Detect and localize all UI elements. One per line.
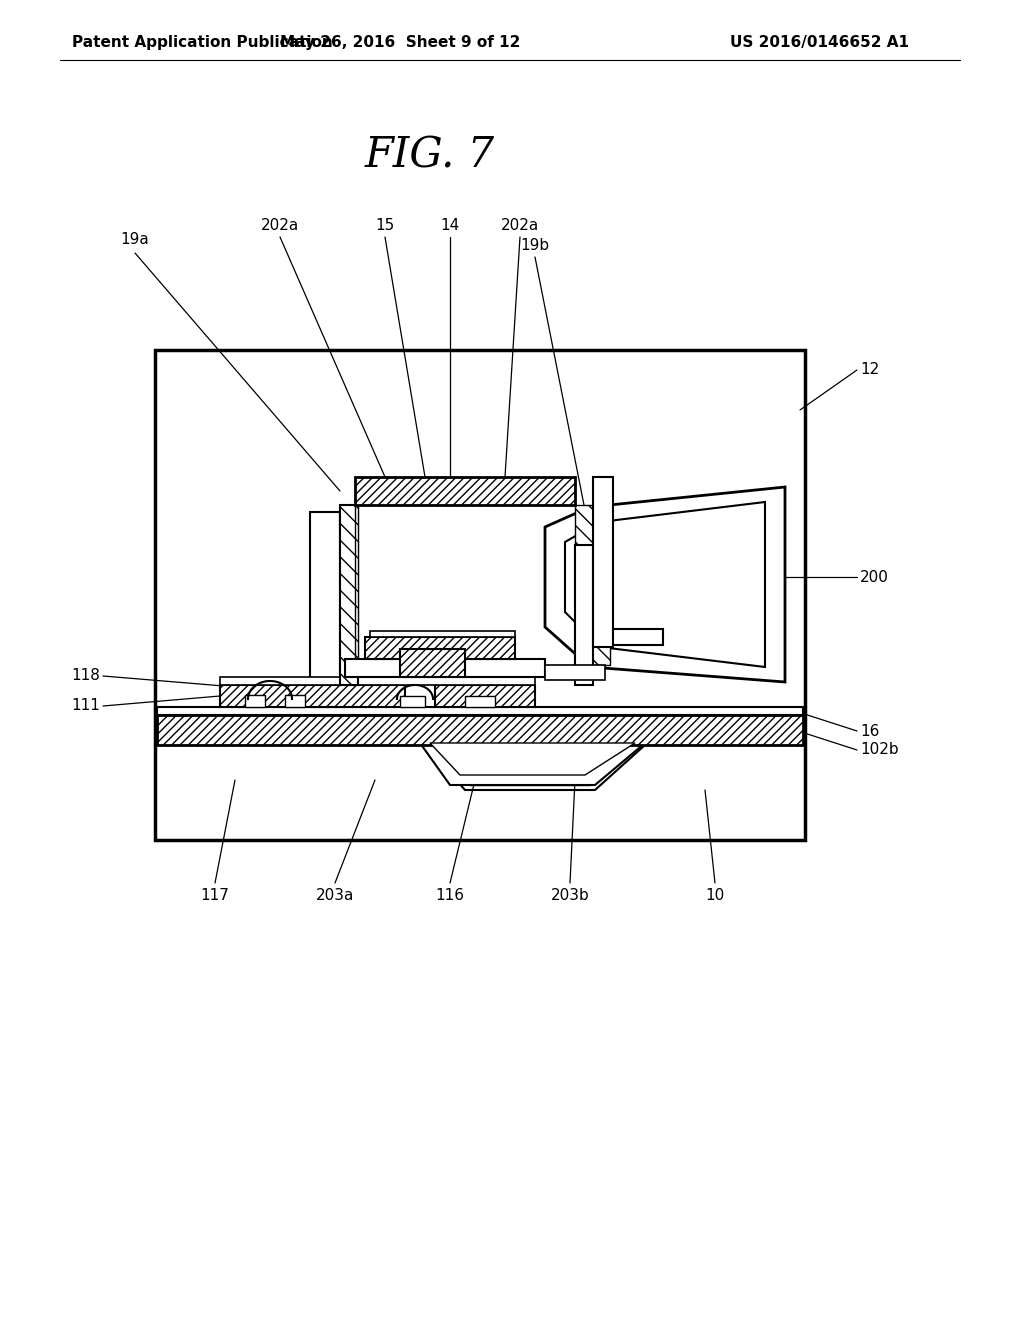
Text: 102b: 102b [860,742,899,758]
Bar [285,696,305,708]
Bar [593,477,613,647]
Bar [220,685,406,708]
Bar [345,659,545,677]
Text: 203b: 203b [551,887,590,903]
Bar [340,506,358,685]
Bar [400,696,425,708]
Text: US 2016/0146652 A1: US 2016/0146652 A1 [730,36,909,50]
Text: 111: 111 [71,698,100,714]
Bar [400,649,465,677]
Text: 10: 10 [706,887,725,903]
Text: 16: 16 [860,723,880,738]
Text: 19b: 19b [520,238,550,252]
Text: May 26, 2016  Sheet 9 of 12: May 26, 2016 Sheet 9 of 12 [280,36,520,50]
Text: Patent Application Publication: Patent Application Publication [72,36,333,50]
Text: 118: 118 [71,668,100,684]
Bar [613,630,663,645]
Bar [310,512,340,708]
Text: 117: 117 [201,887,229,903]
Bar [155,350,805,840]
Bar [470,750,590,785]
Bar [245,696,265,708]
Bar [545,665,605,680]
Bar [157,715,803,744]
Text: 14: 14 [440,218,460,232]
Text: 200: 200 [860,569,889,585]
Text: 15: 15 [376,218,394,232]
Bar [355,506,358,665]
Text: FIG. 7: FIG. 7 [365,135,495,176]
Bar [435,685,535,708]
Text: 202a: 202a [501,218,539,232]
Polygon shape [565,502,765,667]
Bar [365,638,515,659]
Polygon shape [420,743,645,785]
Text: 12: 12 [860,363,880,378]
Bar [575,506,610,665]
Bar [157,708,803,715]
Polygon shape [430,743,635,775]
Bar [465,696,495,708]
Text: 116: 116 [435,887,465,903]
Bar [220,677,535,685]
Bar [355,477,575,506]
Text: 19a: 19a [121,232,150,248]
Bar [575,545,593,685]
Text: 202a: 202a [261,218,299,232]
Polygon shape [425,744,645,789]
Text: 203a: 203a [315,887,354,903]
Polygon shape [545,487,785,682]
Bar [370,631,515,638]
